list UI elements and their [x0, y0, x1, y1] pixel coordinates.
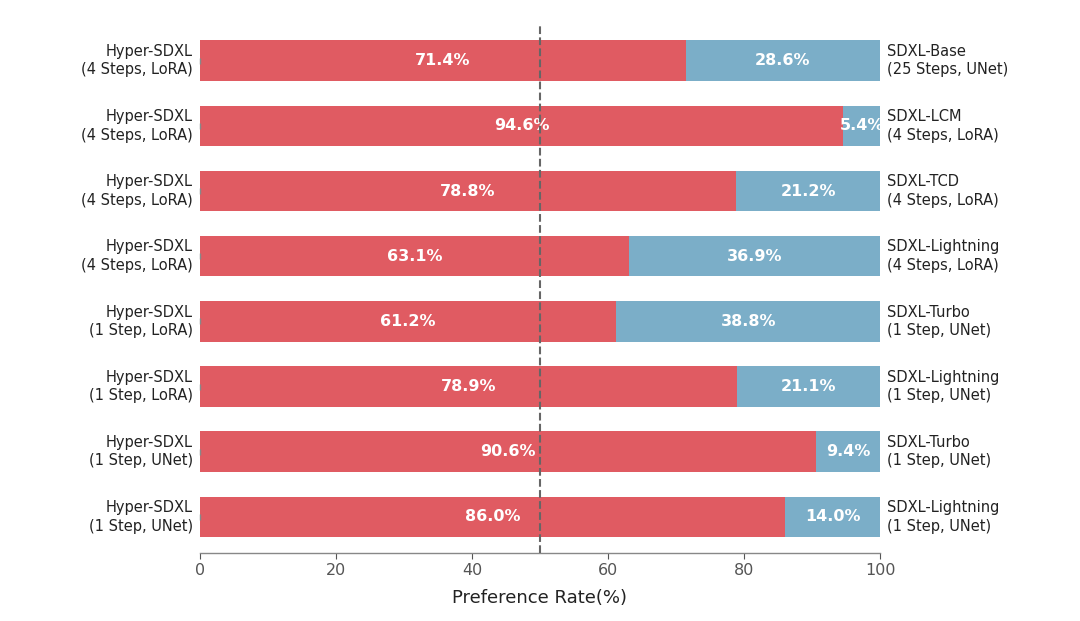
Text: SDXL-Lightning
(1 Step, UNet): SDXL-Lightning (1 Step, UNet)	[887, 369, 999, 403]
Bar	[200, 236, 630, 276]
Text: 86.0%: 86.0%	[464, 509, 521, 524]
Text: 90.6%: 90.6%	[481, 444, 536, 459]
Text: 36.9%: 36.9%	[727, 248, 782, 264]
Text: Hyper-SDXL
(4 Steps, LoRA): Hyper-SDXL (4 Steps, LoRA)	[81, 239, 193, 273]
Text: SDXL-TCD
(4 Steps, LoRA): SDXL-TCD (4 Steps, LoRA)	[887, 175, 999, 208]
Bar	[686, 40, 880, 81]
Text: SDXL-Base
(25 Steps, UNet): SDXL-Base (25 Steps, UNet)	[887, 44, 1009, 78]
Text: 94.6%: 94.6%	[494, 119, 550, 134]
Bar	[737, 366, 880, 407]
Bar	[630, 236, 880, 276]
Bar	[200, 432, 816, 472]
Bar	[785, 497, 880, 537]
Text: SDXL-LCM
(4 Steps, LoRA): SDXL-LCM (4 Steps, LoRA)	[887, 109, 999, 143]
Bar	[617, 301, 880, 342]
Bar	[200, 366, 737, 407]
Text: SDXL-Turbo
(1 Step, UNet): SDXL-Turbo (1 Step, UNet)	[887, 435, 991, 468]
Text: 14.0%: 14.0%	[805, 509, 861, 524]
Text: 78.9%: 78.9%	[441, 379, 496, 394]
Text: Hyper-SDXL
(4 Steps, LoRA): Hyper-SDXL (4 Steps, LoRA)	[81, 109, 193, 143]
Text: SDXL-Lightning
(4 Steps, LoRA): SDXL-Lightning (4 Steps, LoRA)	[887, 239, 999, 273]
Bar	[816, 432, 880, 472]
Text: Hyper-SDXL
(4 Steps, LoRA): Hyper-SDXL (4 Steps, LoRA)	[81, 175, 193, 208]
Text: SDXL-Lightning
(1 Step, UNet): SDXL-Lightning (1 Step, UNet)	[887, 500, 999, 533]
Text: 61.2%: 61.2%	[380, 314, 435, 329]
Bar	[735, 171, 880, 211]
Text: 28.6%: 28.6%	[755, 53, 811, 68]
Text: 21.2%: 21.2%	[781, 184, 836, 199]
Text: Hyper-SDXL
(1 Step, LoRA): Hyper-SDXL (1 Step, LoRA)	[89, 304, 193, 338]
Text: Hyper-SDXL
(4 Steps, LoRA): Hyper-SDXL (4 Steps, LoRA)	[81, 44, 193, 78]
Text: Hyper-SDXL
(1 Step, UNet): Hyper-SDXL (1 Step, UNet)	[89, 435, 193, 468]
Text: 5.4%: 5.4%	[839, 119, 885, 134]
Text: Hyper-SDXL
(1 Step, LoRA): Hyper-SDXL (1 Step, LoRA)	[89, 369, 193, 403]
X-axis label: Preference Rate(%): Preference Rate(%)	[453, 589, 627, 607]
Bar	[200, 171, 735, 211]
Text: 38.8%: 38.8%	[720, 314, 775, 329]
Text: SDXL-Turbo
(1 Step, UNet): SDXL-Turbo (1 Step, UNet)	[887, 304, 991, 338]
Bar	[200, 40, 686, 81]
Text: 9.4%: 9.4%	[826, 444, 870, 459]
Text: 21.1%: 21.1%	[781, 379, 836, 394]
Text: 63.1%: 63.1%	[387, 248, 442, 264]
Text: 71.4%: 71.4%	[415, 53, 471, 68]
Bar	[200, 301, 617, 342]
Bar	[843, 106, 880, 146]
Bar	[200, 106, 843, 146]
Bar	[200, 497, 785, 537]
Text: Hyper-SDXL
(1 Step, UNet): Hyper-SDXL (1 Step, UNet)	[89, 500, 193, 533]
Text: 78.8%: 78.8%	[441, 184, 496, 199]
